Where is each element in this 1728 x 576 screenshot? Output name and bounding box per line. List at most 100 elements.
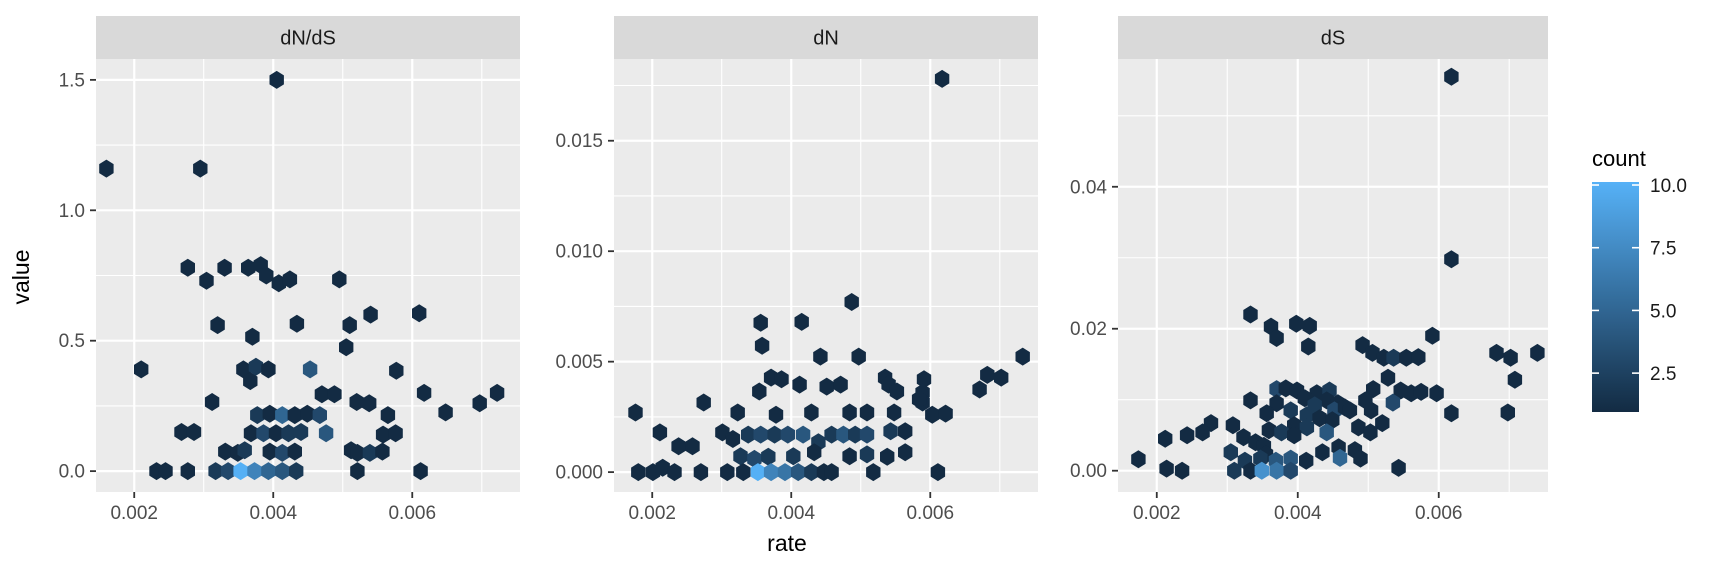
hex-bin (1015, 347, 1030, 366)
hex-bin (362, 443, 378, 462)
hex-bin (302, 360, 318, 379)
hex-bin (210, 316, 225, 335)
hex-bin (725, 430, 741, 448)
hex-bin (180, 462, 195, 481)
x-axis-title: rate (767, 530, 807, 556)
hex-bin (388, 424, 403, 443)
facet-strip-label: dS (1321, 28, 1345, 50)
hex-bin (237, 441, 252, 460)
hex-bin (318, 424, 334, 443)
hex-bin (848, 425, 863, 444)
hex-bin (186, 423, 202, 441)
hex-bin (180, 258, 195, 277)
hex-bin (236, 360, 251, 379)
hex-bin (275, 462, 290, 481)
facet-strip (614, 16, 1038, 59)
hex-bin (750, 463, 766, 482)
hex-bin (774, 370, 789, 389)
x-tick-label: 0.004 (1274, 503, 1322, 524)
hex-bin (199, 271, 214, 290)
hex-bin (204, 393, 220, 411)
hex-bin (753, 313, 768, 332)
hex-bin (256, 424, 271, 443)
hex-bin (883, 422, 898, 441)
hex-bin (1503, 348, 1518, 367)
hex-bin (1301, 337, 1316, 356)
hex-bin (261, 360, 276, 379)
hex-bin (1429, 384, 1444, 403)
hex-bin (413, 462, 428, 481)
hex-bin (243, 424, 259, 443)
hex-bin (262, 404, 277, 423)
hex-bin (934, 69, 950, 88)
x-tick-label: 0.004 (767, 503, 815, 524)
panel-background (614, 59, 1038, 492)
hex-bin (1319, 423, 1334, 442)
hex-bin (1385, 393, 1401, 412)
hex-bin (791, 463, 806, 482)
hex-bin (730, 403, 745, 422)
facet-strip-label: dN (813, 28, 839, 50)
hex-bin (247, 462, 262, 481)
hex-bin (768, 405, 784, 424)
hexbin-layer (1131, 67, 1545, 480)
hex-bin (819, 377, 834, 396)
hex-bin (1299, 451, 1314, 470)
legend-tick-label: 7.5 (1650, 239, 1676, 260)
hex-bin (1223, 443, 1238, 462)
hex-bin (438, 403, 453, 422)
hex-bin (1302, 316, 1317, 335)
hex-bin (1489, 343, 1504, 362)
hex-bin (1411, 348, 1426, 367)
y-axis-title: value (8, 250, 34, 305)
hex-bin (1269, 394, 1284, 413)
hexbin-layer (628, 69, 1030, 482)
x-tick-label: 0.006 (388, 503, 436, 524)
y-tick-label: 0.0 (59, 462, 85, 483)
hex-bin (349, 393, 364, 411)
hex-bin (327, 385, 342, 404)
hex-bin (794, 312, 809, 331)
hex-bin (1225, 416, 1241, 435)
hex-bin (289, 462, 304, 481)
hex-bin (1269, 461, 1284, 480)
hex-bin (804, 403, 819, 422)
x-tick-label: 0.002 (628, 503, 676, 524)
hex-bin (350, 443, 365, 462)
hex-bin (339, 338, 354, 357)
hex-bin (807, 443, 822, 462)
hex-bin (300, 404, 315, 423)
hex-bin (693, 463, 709, 482)
hex-bin (720, 463, 735, 482)
hex-bin (836, 425, 851, 444)
hex-bin (761, 447, 776, 466)
hex-bin (1289, 314, 1304, 333)
hex-bin (271, 274, 286, 293)
hex-bin (1380, 368, 1396, 387)
hex-bin (898, 443, 913, 462)
hex-bin (389, 361, 404, 380)
hex-bin (736, 463, 751, 482)
hex-bin (1179, 426, 1195, 445)
hex-bin (667, 463, 682, 482)
hex-bin (1259, 404, 1274, 423)
hex-bin (754, 336, 770, 355)
hex-bin (287, 442, 302, 461)
hex-bin (652, 423, 668, 442)
hex-bin (1332, 448, 1348, 467)
hex-bin (1159, 459, 1174, 478)
hex-bin (259, 266, 274, 285)
hex-bin (925, 405, 940, 424)
hex-bin (777, 463, 793, 482)
hex-bin (275, 406, 290, 425)
legend: count 2.5 5.0 7.5 10.0 (1592, 146, 1687, 412)
hex-bin (241, 258, 256, 277)
hex-bin (1375, 414, 1390, 433)
hex-bin (1236, 428, 1251, 447)
hex-bin (930, 463, 946, 482)
hex-bin (287, 406, 302, 425)
hex-bin (851, 347, 866, 366)
hex-bin (1365, 343, 1380, 362)
hex-bin (261, 462, 276, 481)
